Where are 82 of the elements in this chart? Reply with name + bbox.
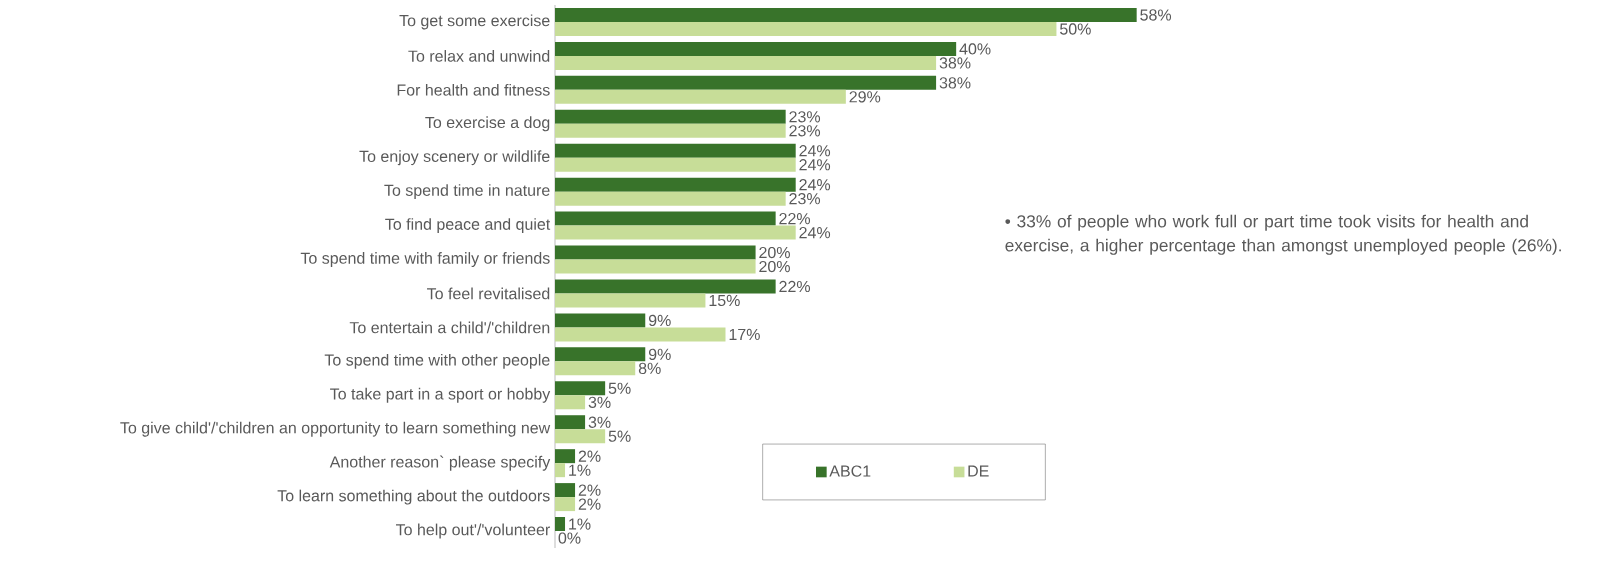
- data-label: 29%: [849, 91, 881, 103]
- bar: [555, 21, 1057, 36]
- data-label: 5%: [608, 382, 631, 394]
- bar: [555, 483, 576, 498]
- data-label: 1%: [569, 464, 591, 476]
- data-label: 3%: [588, 396, 611, 408]
- y-tick-label: To spend time with other people: [324, 353, 550, 369]
- data-label: 2%: [578, 498, 601, 510]
- data-label: 9%: [648, 314, 671, 327]
- bar: [555, 7, 1137, 22]
- bar: [555, 313, 646, 328]
- bar: [555, 259, 756, 274]
- legend-label: ABC1: [829, 465, 871, 477]
- bar: [555, 347, 646, 362]
- data-label: 24%: [799, 159, 831, 171]
- data-label: 20%: [759, 260, 790, 273]
- data-label: 23%: [789, 111, 821, 123]
- bar: [555, 279, 776, 294]
- data-label: 24%: [799, 179, 831, 191]
- y-tick-label: To enjoy scenery or wildlife: [359, 150, 550, 166]
- bar: [555, 143, 796, 158]
- data-label: 23%: [789, 125, 821, 137]
- bar: [555, 463, 566, 478]
- bar: [555, 429, 606, 444]
- y-tick-label: To relax and unwind: [408, 50, 550, 62]
- data-label: 23%: [789, 193, 821, 205]
- bar: [555, 75, 937, 90]
- bar: [555, 293, 706, 308]
- data-label: 24%: [799, 226, 831, 239]
- y-tick-label: To spend time with family or friends: [300, 252, 550, 267]
- data-label: 17%: [729, 328, 760, 340]
- y-tick-label: To spend time in nature: [384, 184, 550, 200]
- data-label: 2%: [578, 450, 601, 462]
- bar: [555, 327, 726, 342]
- bar: [555, 517, 566, 532]
- data-label: 8%: [638, 362, 661, 374]
- data-label: 22%: [779, 280, 811, 293]
- y-tick-label: To help out'/'volunteer: [395, 523, 550, 539]
- y-tick-label: To give child'/'children an opportunity to learn something new: [120, 421, 551, 437]
- bar: [555, 55, 937, 70]
- y-tick-label: To feel revitalised: [427, 287, 550, 300]
- bar: [555, 225, 796, 240]
- y-tick-label: To find peace and quiet: [385, 218, 551, 234]
- bar: [555, 381, 606, 396]
- annotation: • 33% of people who work full or part time took visits for health and exercise, a higher percentage than amongst unemployed people (26%).: [1005, 214, 1561, 255]
- data-label: 1%: [569, 518, 591, 530]
- data-label: 58%: [1140, 9, 1172, 21]
- data-label: 22%: [779, 212, 811, 225]
- bar: [555, 395, 586, 410]
- data-label: 0%: [558, 532, 581, 544]
- bar: [555, 123, 786, 138]
- data-label: 38%: [939, 77, 971, 89]
- y-tick-label: For health and fitness: [397, 83, 550, 96]
- y-tick-label: To take part in a sport or hobby: [330, 387, 551, 403]
- bar: [555, 497, 576, 512]
- data-label: 2%: [578, 484, 601, 496]
- data-label: 15%: [709, 294, 740, 307]
- data-label: 40%: [959, 43, 991, 55]
- data-label: 20%: [759, 246, 790, 259]
- bar: [555, 89, 846, 104]
- y-tick-label: To exercise a dog: [425, 116, 550, 132]
- y-tick-label: To get some exercise: [399, 14, 550, 30]
- data-label: 38%: [939, 57, 971, 69]
- y-tick-label: To learn something about the outdoors: [277, 489, 550, 505]
- y-tick-label: To entertain a child'/'children: [349, 321, 550, 334]
- bar: [555, 157, 796, 172]
- bar: [555, 177, 796, 192]
- bar: [555, 41, 957, 56]
- bar: [555, 211, 776, 226]
- data-label: 9%: [648, 348, 671, 360]
- data-label: 50%: [1060, 23, 1091, 35]
- bar: [555, 245, 756, 260]
- bar: [555, 361, 636, 376]
- y-tick-label: Another reason` please specify: [329, 455, 551, 471]
- data-label: 5%: [608, 430, 631, 442]
- data-label: 3%: [588, 416, 611, 428]
- bar: [555, 415, 586, 430]
- data-label: 24%: [799, 145, 831, 157]
- bar: [555, 191, 786, 206]
- bar: [555, 109, 786, 124]
- bar: [555, 449, 576, 464]
- legend-label: DE: [968, 465, 989, 477]
